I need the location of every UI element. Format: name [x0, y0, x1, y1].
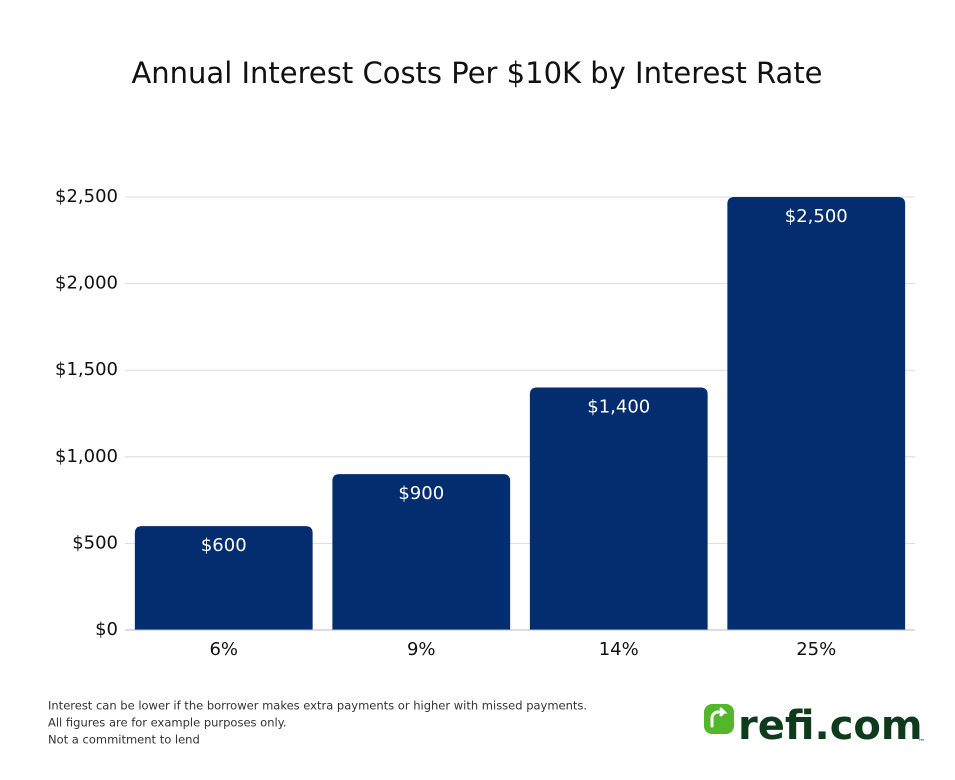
- value-label: $600: [201, 535, 247, 556]
- bar: [529, 387, 708, 630]
- logo-text: refi.com: [738, 703, 923, 749]
- y-tick-label: $0: [95, 619, 118, 640]
- logo-icon: [704, 704, 734, 734]
- x-tick-label: 6%: [209, 639, 238, 660]
- footnote: Not a commitment to lend: [48, 733, 200, 747]
- y-tick-label: $1,000: [55, 446, 118, 467]
- chart-title: Annual Interest Costs Per $10K by Intere…: [131, 56, 822, 90]
- bar: [332, 474, 511, 630]
- x-tick-label: 14%: [599, 639, 639, 660]
- bar: [727, 197, 906, 630]
- y-tick-label: $1,500: [55, 359, 118, 380]
- footnote: All figures are for example purposes onl…: [48, 716, 287, 730]
- bar: [134, 526, 313, 630]
- y-tick-label: $2,000: [55, 273, 118, 294]
- footnote: Interest can be lower if the borrower ma…: [48, 699, 587, 713]
- x-tick-label: 25%: [796, 639, 836, 660]
- y-tick-label: $2,500: [55, 186, 118, 207]
- value-label: $2,500: [785, 206, 848, 227]
- y-tick-label: $500: [72, 532, 118, 553]
- logo-trademark: ™: [918, 738, 925, 746]
- x-tick-label: 9%: [407, 639, 436, 660]
- value-label: $1,400: [587, 397, 650, 418]
- value-label: $900: [398, 483, 444, 504]
